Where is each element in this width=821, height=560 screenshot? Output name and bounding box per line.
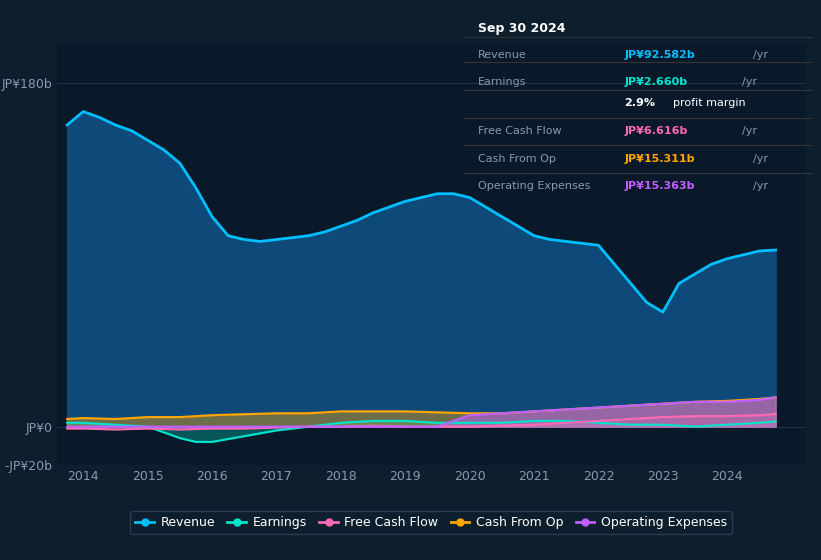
Text: /yr: /yr <box>754 154 768 164</box>
Text: /yr: /yr <box>754 181 768 192</box>
Legend: Revenue, Earnings, Free Cash Flow, Cash From Op, Operating Expenses: Revenue, Earnings, Free Cash Flow, Cash … <box>131 511 732 534</box>
Text: profit margin: profit margin <box>673 99 745 109</box>
Text: Earnings: Earnings <box>478 77 526 87</box>
Text: 2.9%: 2.9% <box>624 99 655 109</box>
Text: Revenue: Revenue <box>478 49 526 59</box>
Text: JP¥2.660b: JP¥2.660b <box>624 77 687 87</box>
Text: /yr: /yr <box>742 77 757 87</box>
Text: /yr: /yr <box>742 126 757 136</box>
Text: Cash From Op: Cash From Op <box>478 154 556 164</box>
Text: JP¥92.582b: JP¥92.582b <box>624 49 695 59</box>
Text: JP¥15.311b: JP¥15.311b <box>624 154 695 164</box>
Text: /yr: /yr <box>754 49 768 59</box>
Text: JP¥6.616b: JP¥6.616b <box>624 126 688 136</box>
Text: JP¥15.363b: JP¥15.363b <box>624 181 695 192</box>
Text: Operating Expenses: Operating Expenses <box>478 181 590 192</box>
Text: Free Cash Flow: Free Cash Flow <box>478 126 562 136</box>
Text: Sep 30 2024: Sep 30 2024 <box>478 22 566 35</box>
